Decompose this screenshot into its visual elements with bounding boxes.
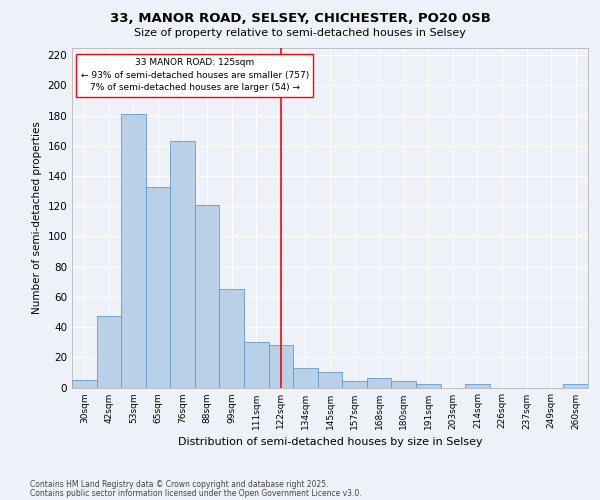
Bar [121, 114, 146, 388]
Bar [97, 316, 121, 388]
Bar [416, 384, 440, 388]
Bar [367, 378, 391, 388]
Y-axis label: Number of semi-detached properties: Number of semi-detached properties [32, 121, 42, 314]
Bar [342, 382, 367, 388]
Text: Size of property relative to semi-detached houses in Selsey: Size of property relative to semi-detach… [134, 28, 466, 38]
Bar [269, 345, 293, 388]
Text: Contains public sector information licensed under the Open Government Licence v3: Contains public sector information licen… [30, 488, 362, 498]
Bar [293, 368, 318, 388]
Bar [146, 186, 170, 388]
Text: Contains HM Land Registry data © Crown copyright and database right 2025.: Contains HM Land Registry data © Crown c… [30, 480, 329, 489]
Bar [220, 290, 244, 388]
Bar [318, 372, 342, 388]
Text: 33 MANOR ROAD: 125sqm
← 93% of semi-detached houses are smaller (757)
7% of semi: 33 MANOR ROAD: 125sqm ← 93% of semi-deta… [81, 58, 309, 92]
Bar [170, 141, 195, 388]
Bar [391, 382, 416, 388]
Bar [563, 384, 588, 388]
Bar [195, 204, 220, 388]
Bar [244, 342, 269, 388]
X-axis label: Distribution of semi-detached houses by size in Selsey: Distribution of semi-detached houses by … [178, 437, 482, 447]
Bar [72, 380, 97, 388]
Bar [465, 384, 490, 388]
Text: 33, MANOR ROAD, SELSEY, CHICHESTER, PO20 0SB: 33, MANOR ROAD, SELSEY, CHICHESTER, PO20… [110, 12, 490, 26]
